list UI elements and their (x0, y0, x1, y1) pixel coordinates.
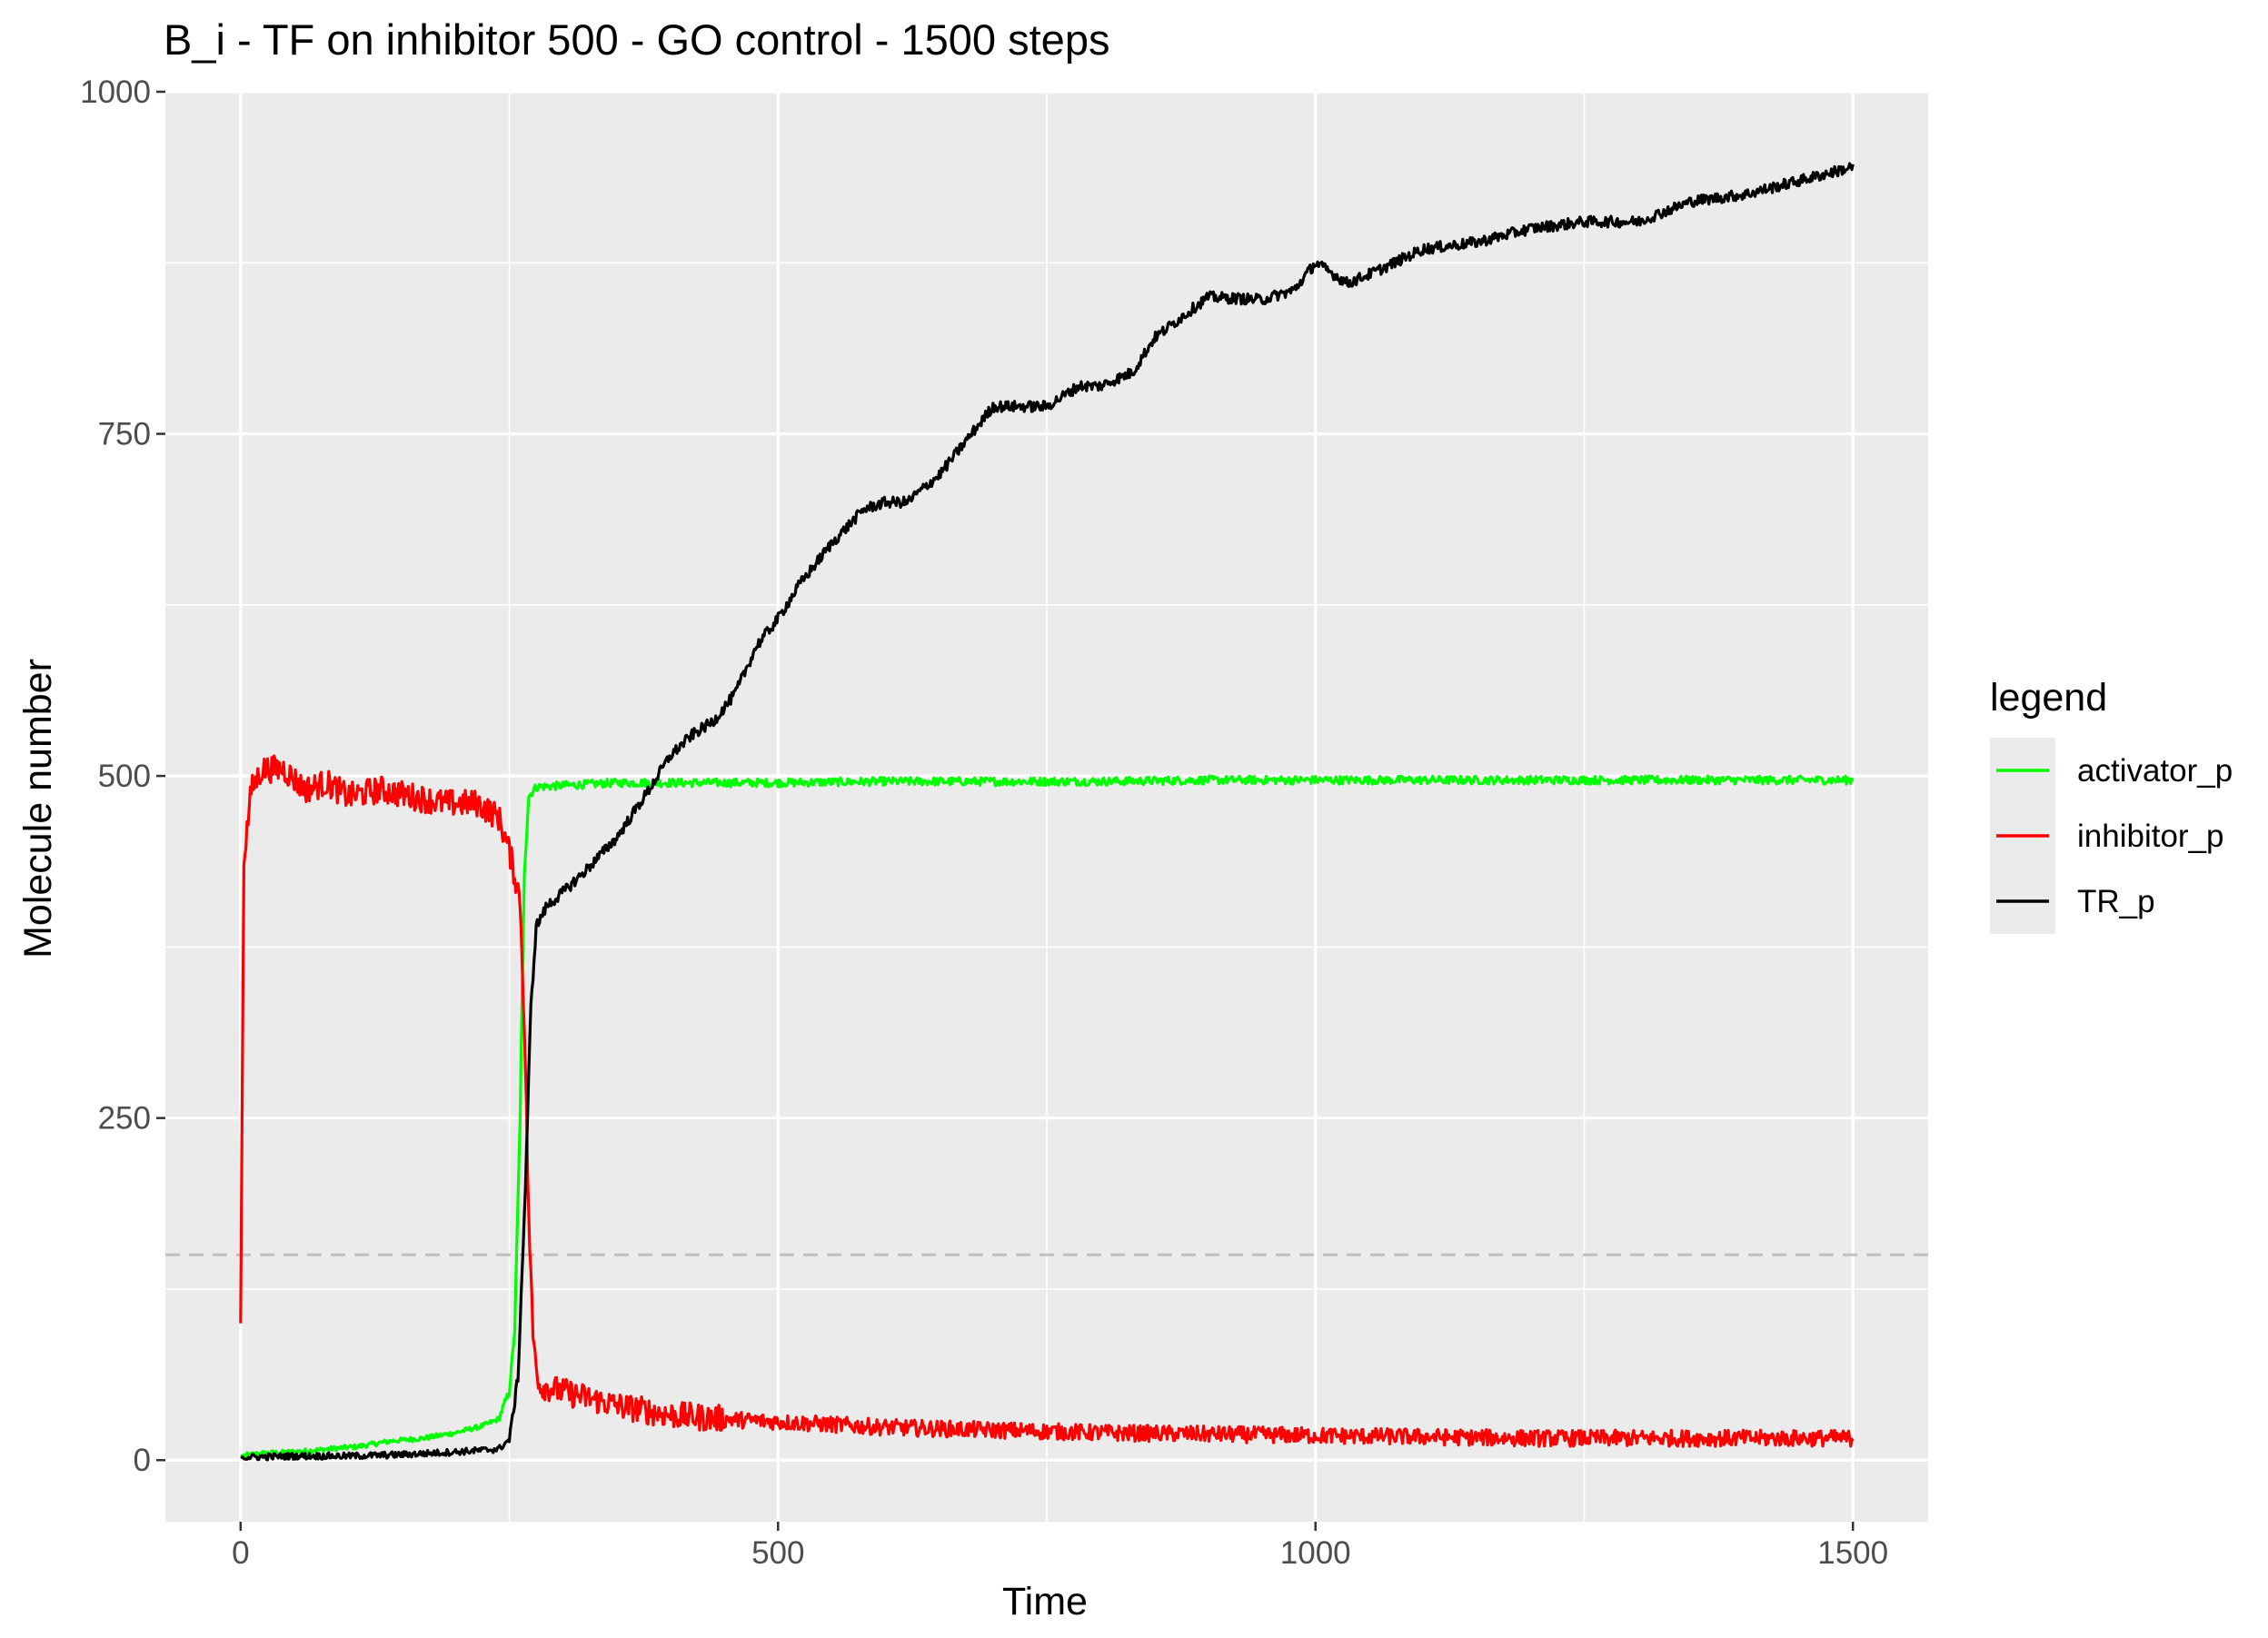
y-tick-label: 500 (98, 759, 151, 794)
x-axis-title: Time (1002, 1580, 1088, 1623)
legend-items: activator_p inhibitor_p TR_p (1990, 738, 2233, 934)
y-tick-label: 250 (98, 1101, 151, 1137)
series-line-TR_p (240, 162, 1855, 1462)
y-tick-label: 1000 (80, 74, 151, 110)
y-tick-label: 750 (98, 417, 151, 452)
chart-title: B_i - TF on inhibitor 500 - GO control -… (164, 15, 1109, 64)
series-line-activator_p (240, 774, 1855, 1458)
y-tick-label: 0 (134, 1443, 151, 1478)
grid-minor (165, 92, 1928, 1522)
legend-label-TR_p: TR_p (2077, 884, 2155, 919)
y-tick-labels: 0 250 500 750 1000 (80, 74, 151, 1478)
x-tick-labels: 0 500 1000 1500 (232, 1535, 1888, 1571)
x-tick-label: 1500 (1817, 1535, 1888, 1571)
legend: legend activator_p inhibitor_p TR_p (1990, 676, 2233, 934)
legend-title: legend (1990, 676, 2107, 720)
series-layer (239, 162, 1855, 1462)
series-line-inhibitor_p (239, 754, 1855, 1448)
axis-ticks (156, 90, 1855, 1531)
x-tick-label: 1000 (1280, 1535, 1351, 1571)
x-tick-label: 0 (232, 1535, 249, 1571)
legend-label-inhibitor_p: inhibitor_p (2077, 819, 2224, 854)
legend-label-activator_p: activator_p (2077, 753, 2233, 789)
y-axis-title: Molecule number (16, 659, 60, 958)
x-tick-label: 500 (751, 1535, 804, 1571)
